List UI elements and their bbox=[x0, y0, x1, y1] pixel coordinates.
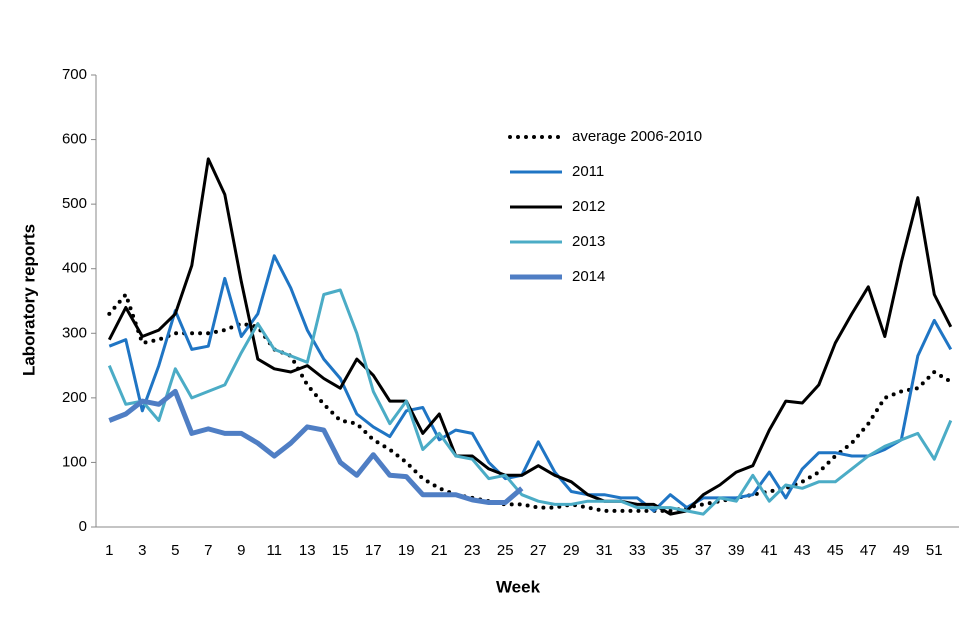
x-tick-label: 3 bbox=[138, 542, 146, 559]
y-tick-label: 300 bbox=[62, 324, 87, 341]
x-tick-label: 43 bbox=[794, 542, 811, 559]
x-tick-label: 17 bbox=[365, 542, 382, 559]
legend-label: average 2006-2010 bbox=[572, 128, 702, 145]
x-tick-label: 13 bbox=[299, 542, 316, 559]
x-tick-label: 37 bbox=[695, 542, 712, 559]
series-line bbox=[107, 288, 953, 516]
y-tick-label: 100 bbox=[62, 453, 87, 470]
x-tick-label: 9 bbox=[237, 542, 245, 559]
x-tick-label: 39 bbox=[728, 542, 745, 559]
legend-label: 2012 bbox=[572, 198, 605, 215]
x-tick-label: 45 bbox=[827, 542, 844, 559]
x-tick-label: 11 bbox=[266, 542, 282, 559]
series-line bbox=[107, 290, 953, 513]
x-tick-label: 41 bbox=[761, 542, 778, 559]
x-tick-label: 51 bbox=[926, 542, 943, 559]
x-tick-label: 35 bbox=[662, 542, 679, 559]
x-tick-label: 5 bbox=[171, 542, 179, 559]
x-tick-label: 27 bbox=[530, 542, 547, 559]
y-tick-label: 400 bbox=[62, 260, 87, 277]
y-tick-label: 200 bbox=[62, 389, 87, 406]
x-tick-label: 1 bbox=[105, 542, 113, 559]
y-tick-label: 0 bbox=[79, 518, 87, 535]
x-tick-label: 31 bbox=[596, 542, 613, 559]
y-tick-label: 500 bbox=[62, 195, 87, 212]
y-tick-label: 600 bbox=[62, 131, 87, 148]
legend-label: 2013 bbox=[572, 233, 605, 250]
legend-label: 2011 bbox=[572, 163, 604, 180]
x-tick-label: 7 bbox=[204, 542, 212, 559]
x-tick-label: 23 bbox=[464, 542, 481, 559]
x-tick-label: 49 bbox=[893, 542, 910, 559]
x-tick-label: 21 bbox=[431, 542, 448, 559]
x-tick-label: 47 bbox=[860, 542, 877, 559]
series-line bbox=[108, 388, 524, 505]
x-tick-label: 25 bbox=[497, 542, 514, 559]
y-axis-title: Laboratory reports bbox=[19, 224, 38, 376]
x-tick-label: 15 bbox=[332, 542, 349, 559]
x-tick-label: 33 bbox=[629, 542, 646, 559]
legend-label: 2014 bbox=[572, 268, 605, 285]
x-tick-label: 19 bbox=[398, 542, 415, 559]
series-line bbox=[108, 254, 953, 513]
y-tick-label: 700 bbox=[62, 66, 87, 83]
x-tick-label: 29 bbox=[563, 542, 580, 559]
x-axis-title: Week bbox=[496, 577, 541, 596]
series-line bbox=[107, 157, 953, 516]
